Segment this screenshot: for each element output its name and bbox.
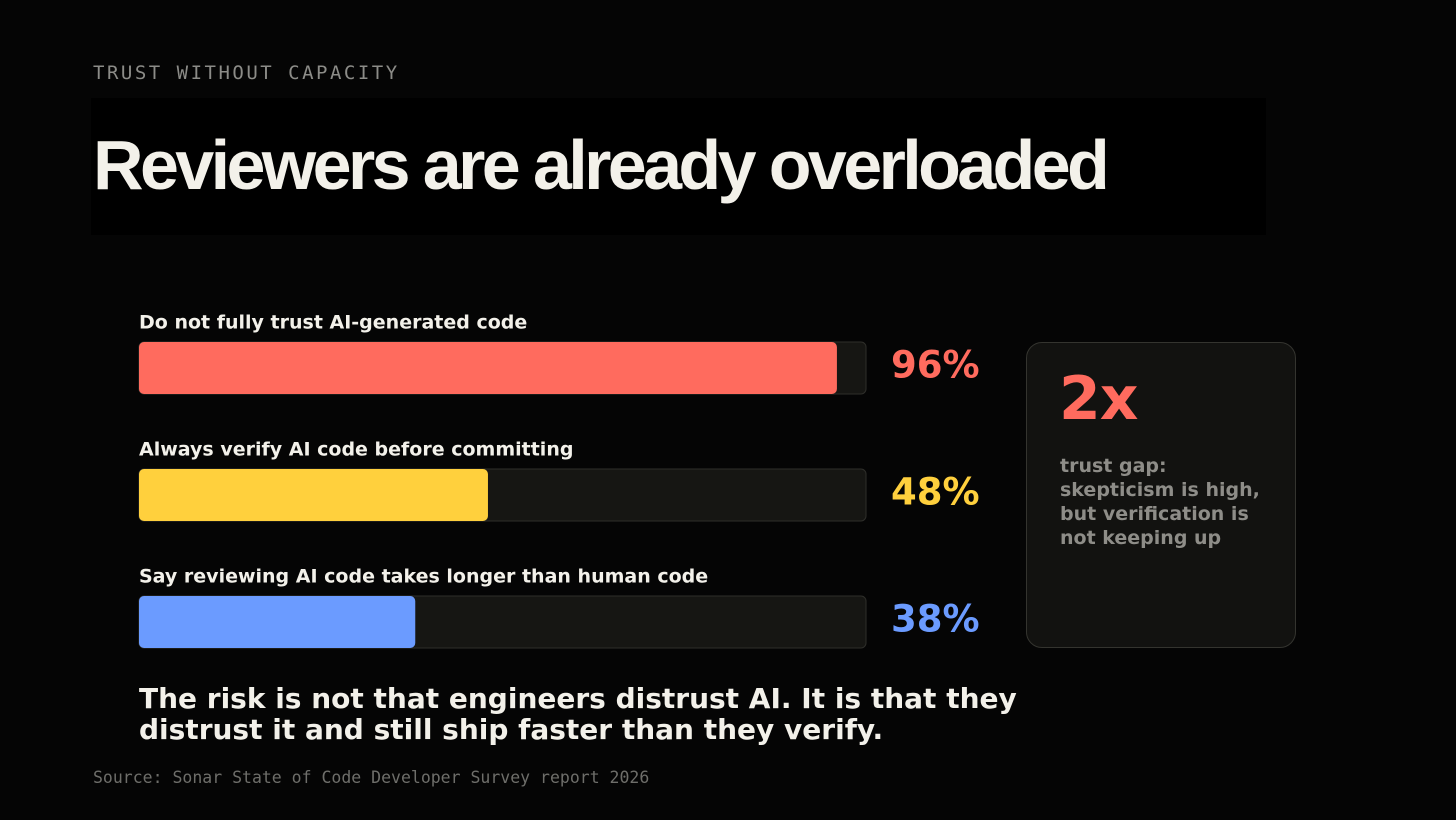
value-label: 38%	[891, 598, 980, 641]
source: Source: Sonar State of Code Developer Su…	[93, 768, 650, 787]
bar	[139, 469, 488, 521]
bar-label: Always verify AI code before committing	[139, 439, 573, 461]
callout-box	[1026, 342, 1296, 648]
bar-label: Say reviewing AI code takes longer than …	[139, 566, 708, 588]
bar-chart: Do not fully trust AI-generated code 96% A…	[138, 312, 980, 649]
bar	[139, 342, 837, 394]
eyebrow: TRUST WITHOUT CAPACITY	[93, 62, 400, 84]
bar	[139, 596, 416, 648]
chart-title: Reviewers are already overloaded	[93, 126, 1110, 204]
value-label: 96%	[891, 344, 980, 387]
footnote: The risk is not that engineers distrust …	[139, 682, 1017, 746]
title-band	[91, 98, 1266, 235]
callout-value: 2x	[1059, 364, 1138, 434]
callout-text: trust gap: skepticism is high, but verif…	[1060, 455, 1260, 549]
bar-label: Do not fully trust AI-generated code	[139, 312, 527, 334]
value-label: 48%	[891, 471, 980, 514]
